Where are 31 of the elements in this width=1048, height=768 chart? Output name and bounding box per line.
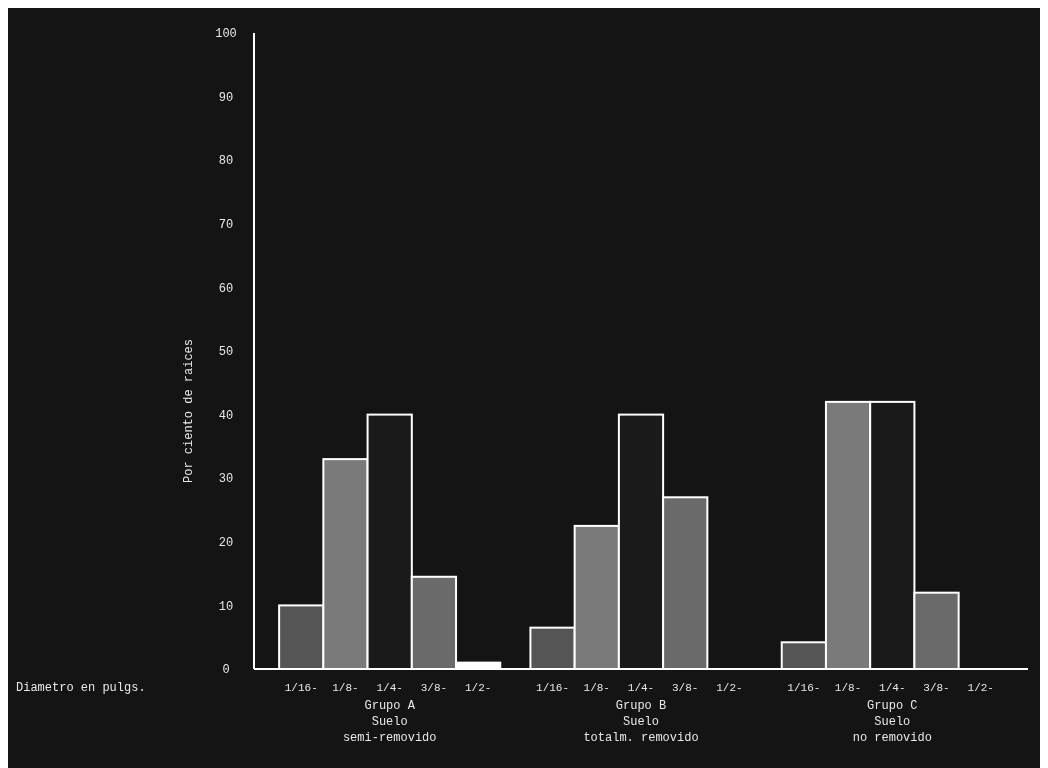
text: 1/2- xyxy=(716,682,743,694)
x-tick-label: Grupo B Suelo totalm. removido xyxy=(583,699,699,745)
text: 1/2- xyxy=(967,682,994,694)
text: 1/8- xyxy=(583,682,610,694)
series-label: 1/2- xyxy=(464,682,492,694)
y-tick-label: 50 xyxy=(218,345,234,360)
text: 3/8- xyxy=(923,682,950,694)
y-tick-label: 10 xyxy=(218,599,234,614)
series-label: 1/8- xyxy=(332,682,359,694)
text: 1/16- xyxy=(536,682,570,694)
text: 1/8- xyxy=(834,682,862,694)
x-tick-label: Grupo A Suelo semi-removido xyxy=(342,699,437,745)
y-tick-label: 0 xyxy=(222,663,230,678)
y-tick-label: 80 xyxy=(218,154,234,169)
y-tick-label: 70 xyxy=(218,218,234,232)
text: 3/8- xyxy=(672,682,699,694)
text: 1/4- xyxy=(879,682,906,694)
x-tick-label: Grupo C Suelo no removido xyxy=(852,699,932,745)
y-axis-title: Por ciento de raices xyxy=(182,338,196,484)
y-tick-label: 30 xyxy=(218,472,234,487)
series-label: 1/4- xyxy=(376,682,403,694)
y-tick-label: 60 xyxy=(218,281,234,296)
y-tick-label: 90 xyxy=(218,90,234,105)
y-tick-label: 100 xyxy=(215,27,237,42)
y-tick-label: 40 xyxy=(218,408,234,423)
text: 1/16- xyxy=(787,682,821,694)
series-label: 1/16- xyxy=(284,682,318,694)
series-label: 3/8- xyxy=(420,682,448,694)
text: Diametro en pulgs. xyxy=(16,681,146,695)
text: 1/4- xyxy=(627,682,655,694)
y-tick-label: 20 xyxy=(218,536,234,550)
